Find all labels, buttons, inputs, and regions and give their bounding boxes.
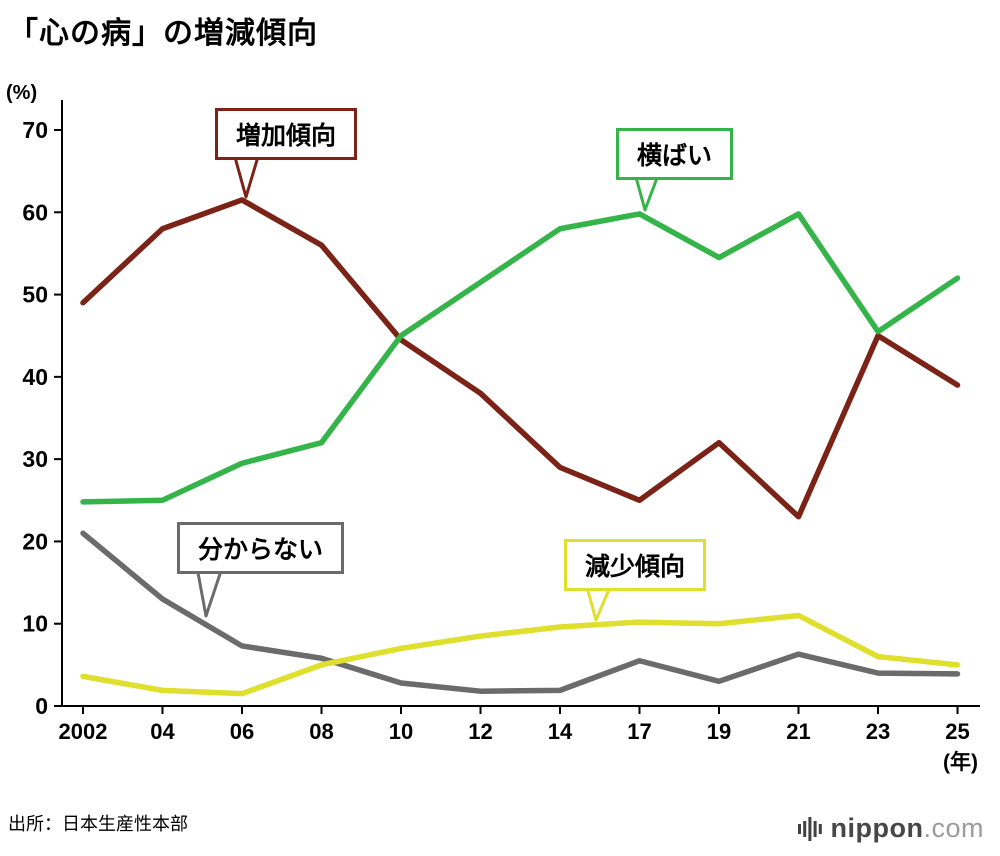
- x-tick-label: 06: [230, 719, 254, 744]
- x-tick-label: 14: [548, 719, 573, 744]
- x-tick-label: 08: [309, 719, 333, 744]
- y-tick-label: 40: [22, 364, 48, 390]
- x-tick-label: 04: [150, 719, 175, 744]
- callout-flat-label: 横ばい: [637, 142, 713, 170]
- callout-decrease: 減少傾向: [564, 539, 707, 591]
- y-axis-unit-label: (%): [6, 82, 38, 104]
- source-note: 出所：日本生産性本部: [8, 814, 188, 834]
- callout-unknown-label: 分からない: [198, 536, 324, 564]
- series-line-1: [80, 211, 961, 505]
- x-tick-label: 21: [786, 719, 810, 744]
- chart-title: 「心の病」の増減傾向: [8, 17, 318, 50]
- x-tick-label: 23: [866, 719, 890, 744]
- x-axis-unit: (年): [943, 750, 978, 774]
- series-line-0: [80, 197, 961, 520]
- nippon-logo-text: nippon.com: [831, 813, 984, 844]
- x-tick-label: 2002: [59, 719, 108, 744]
- x-tick-label: 19: [707, 719, 731, 744]
- x-tick-label: 10: [389, 719, 413, 744]
- series-line-3: [80, 612, 961, 697]
- y-tick-label: 70: [22, 117, 48, 143]
- x-tick-label: 12: [468, 719, 492, 744]
- nippon-logo-tld: .com: [923, 813, 984, 843]
- x-tick-label: 25: [945, 719, 969, 744]
- series-line-2: [80, 530, 961, 694]
- callout-unknown: 分からない: [177, 522, 345, 574]
- y-tick-label: 60: [22, 199, 48, 225]
- callout-increase: 増加傾向: [215, 108, 358, 160]
- y-tick-label: 30: [22, 446, 48, 472]
- callout-increase-label: 増加傾向: [236, 122, 337, 150]
- nippon-logo: nippon.com: [797, 813, 984, 844]
- y-tick-label: 50: [22, 282, 48, 308]
- y-tick-label: 20: [22, 528, 48, 554]
- callout-flat: 横ばい: [616, 128, 734, 180]
- y-tick-label: 10: [22, 611, 48, 637]
- callout-decrease-label: 減少傾向: [585, 553, 686, 581]
- nippon-logo-icon: [797, 816, 822, 841]
- nippon-logo-brand: nippon: [830, 813, 924, 843]
- x-tick-label: 17: [627, 719, 651, 744]
- y-tick-label: 0: [35, 693, 48, 719]
